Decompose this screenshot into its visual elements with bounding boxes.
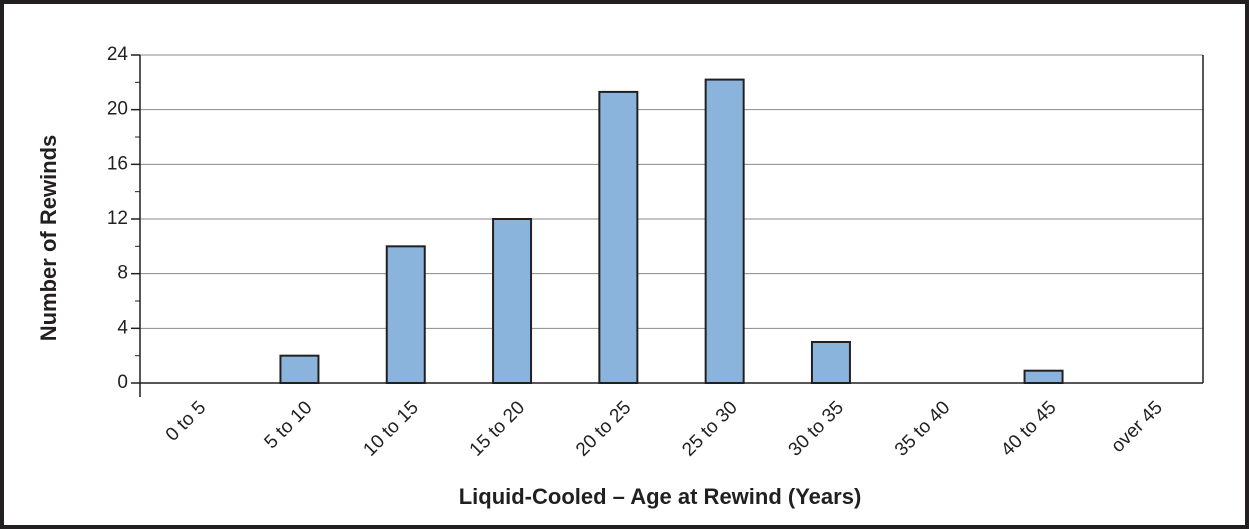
bar: [598, 90, 639, 385]
bar: [704, 78, 745, 384]
y-tick-label: 20: [107, 99, 128, 120]
y-tick-label: 4: [117, 317, 128, 338]
y-tick-label: 12: [107, 208, 128, 229]
y-tick-label: 16: [107, 153, 128, 174]
y-tick-label: 8: [117, 263, 128, 284]
x-axis-title: Liquid-Cooled – Age at Rewind (Years): [459, 484, 862, 509]
y-axis-title: Number of Rewinds: [36, 135, 61, 342]
y-tick-label: 24: [107, 44, 129, 65]
bar: [385, 245, 426, 384]
bar: [810, 341, 851, 384]
bar: [492, 218, 533, 384]
y-tick-label: 0: [117, 372, 128, 393]
bar: [279, 354, 320, 384]
bar: [1023, 369, 1064, 385]
